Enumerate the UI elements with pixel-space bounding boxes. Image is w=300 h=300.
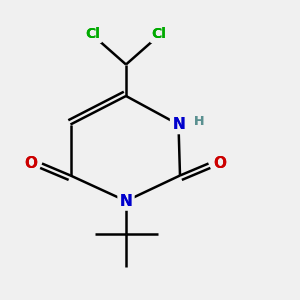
Text: N: N <box>172 117 185 132</box>
Text: O: O <box>24 156 37 171</box>
Text: H: H <box>194 115 204 128</box>
Text: Cl: Cl <box>85 28 100 41</box>
Text: H: H <box>194 115 204 128</box>
Text: O: O <box>24 156 37 171</box>
Text: O: O <box>24 156 37 171</box>
Text: Cl: Cl <box>152 28 166 41</box>
Text: Cl: Cl <box>85 28 100 41</box>
Text: N: N <box>120 194 132 208</box>
Text: Cl: Cl <box>85 28 100 41</box>
Text: Cl: Cl <box>152 28 166 41</box>
Text: N: N <box>172 117 185 132</box>
Text: O: O <box>24 156 37 171</box>
Text: N: N <box>172 117 185 132</box>
Text: N: N <box>120 194 132 208</box>
Text: Cl: Cl <box>152 28 166 41</box>
Text: N: N <box>172 117 185 132</box>
Text: O: O <box>213 156 226 171</box>
Text: N: N <box>120 194 132 208</box>
Text: N: N <box>120 194 132 208</box>
Text: O: O <box>213 156 226 171</box>
Text: O: O <box>213 156 226 171</box>
Text: O: O <box>213 156 226 171</box>
Text: Cl: Cl <box>85 28 100 41</box>
Text: Cl: Cl <box>152 28 166 41</box>
